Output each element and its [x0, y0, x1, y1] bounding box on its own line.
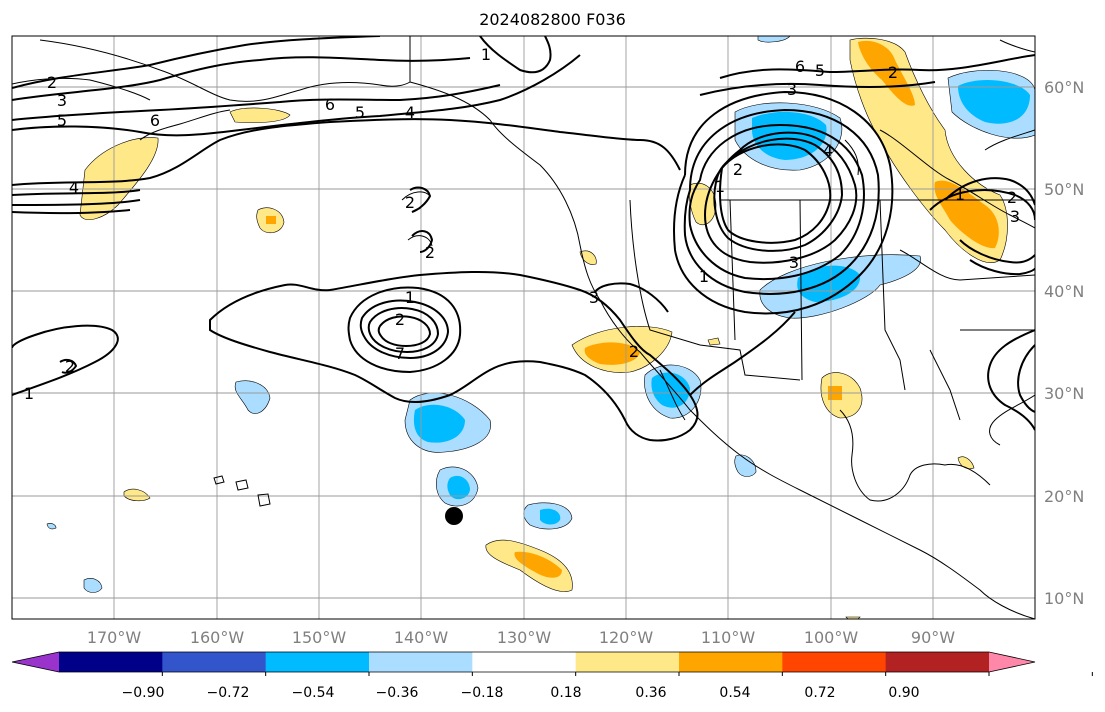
contour-label: 2 — [425, 243, 435, 262]
lon-label: 120°W — [599, 628, 654, 647]
contour-lines — [12, 36, 1035, 442]
colorbar-extend-high — [989, 652, 1035, 672]
colorbar-ticks: −0.90 −0.72 −0.54 −0.36 −0.18 0.18 0.36 … — [122, 685, 920, 701]
lon-label: 130°W — [497, 628, 552, 647]
contour-label: 3 — [787, 80, 797, 99]
contour-label: 5 — [57, 111, 67, 130]
colorbar-segment — [265, 652, 370, 672]
lat-label: 50°N — [1044, 180, 1084, 199]
contour-label: 1 — [405, 288, 415, 307]
contour-label: 2 — [47, 73, 57, 92]
contour-label: 2 — [1007, 188, 1017, 207]
colorbar-outline — [11, 651, 1036, 673]
contour-label: 5 — [815, 61, 825, 80]
colorbar-segment — [679, 652, 783, 672]
colorbar-tick-label: −0.18 — [461, 685, 504, 701]
contour-label: 1 — [24, 384, 34, 403]
contour-label: 2 — [405, 193, 415, 212]
contour-label: 1 — [481, 45, 491, 64]
colorbar-segment — [782, 652, 887, 672]
colorbar — [11, 651, 1093, 676]
contour-label: 2 — [629, 342, 639, 361]
longitude-axis: 170°W 160°W 150°W 140°W 130°W 120°W 110°… — [87, 628, 955, 647]
negative-anomaly-shading — [46, 36, 1035, 593]
contour-label: 3 — [1010, 207, 1020, 226]
lon-label: 100°W — [804, 628, 859, 647]
contour-label: 1 — [715, 177, 725, 196]
contour-label: 6 — [150, 111, 160, 130]
lon-label: 150°W — [292, 628, 347, 647]
lat-label: 20°N — [1044, 487, 1084, 506]
lon-label: 90°W — [911, 628, 955, 647]
map-title: 2024082800 F036 — [479, 10, 626, 29]
contour-label: 3 — [589, 288, 599, 307]
colorbar-tick-label: −0.72 — [207, 685, 250, 701]
contour-label: 2 — [395, 310, 405, 329]
contour-label: 2 — [888, 63, 898, 82]
contour-label: 4 — [823, 141, 833, 160]
colorbar-extend-low — [12, 652, 59, 672]
contour-label: 6 — [325, 95, 335, 114]
contour-label: 1 — [955, 185, 965, 204]
lon-label: 170°W — [87, 628, 142, 647]
lat-label: 30°N — [1044, 384, 1084, 403]
lon-label: 110°W — [701, 628, 756, 647]
lat-label: 10°N — [1044, 589, 1084, 608]
colorbar-tick-label: 0.72 — [804, 685, 835, 701]
contour-label: 7 — [395, 344, 405, 363]
lon-label: 160°W — [190, 628, 245, 647]
contour-label: 1 — [699, 267, 709, 286]
lat-label: 40°N — [1044, 282, 1084, 301]
colorbar-tick-label: 0.36 — [635, 685, 666, 701]
latitude-axis: 60°N 50°N 40°N 30°N 20°N 10°N — [1044, 78, 1084, 608]
colorbar-tick-label: 0.90 — [888, 685, 919, 701]
lat-label: 60°N — [1044, 78, 1084, 97]
colorbar-tick-label: −0.54 — [292, 685, 335, 701]
contour-label: 4 — [405, 103, 415, 122]
colorbar-segment — [162, 652, 267, 672]
colorbar-tick-label: −0.90 — [122, 685, 165, 701]
colorbar-tick-label: 0.18 — [550, 685, 581, 701]
colorbar-segment — [575, 652, 680, 672]
storm-center-marker — [445, 507, 463, 525]
contour-label: 3 — [789, 253, 799, 272]
contour-label: 6 — [795, 57, 805, 76]
contour-label: 2 — [65, 357, 75, 376]
colorbar-segment — [59, 652, 163, 672]
map-frame — [11, 35, 1036, 620]
colorbar-tick-label: 0.54 — [719, 685, 750, 701]
colorbar-tick-label: −0.36 — [376, 685, 419, 701]
contour-label: 3 — [57, 91, 67, 110]
coastlines — [12, 36, 1035, 619]
colorbar-segment — [472, 652, 577, 672]
contour-label: 5 — [355, 103, 365, 122]
colorbar-segment — [369, 652, 473, 672]
contour-label: 2 — [733, 160, 743, 179]
lon-label: 140°W — [394, 628, 449, 647]
contour-label: 4 — [69, 178, 79, 197]
colorbar-segment — [885, 652, 990, 672]
